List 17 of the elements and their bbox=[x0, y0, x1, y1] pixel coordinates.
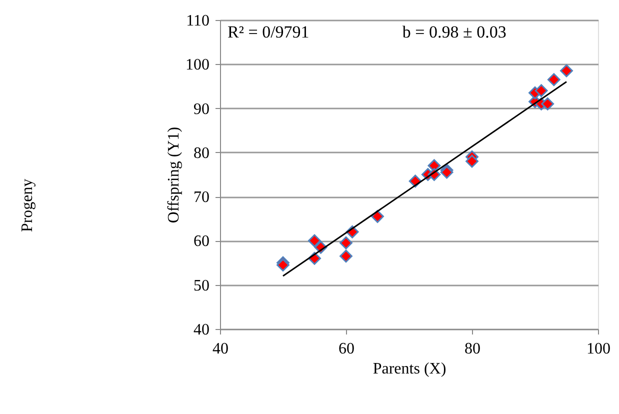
x-tick-label: 40 bbox=[212, 340, 228, 358]
y-tick-label: 100 bbox=[186, 56, 210, 74]
annotation: R² = 0/9791 bbox=[228, 22, 310, 42]
x-tick-label: 80 bbox=[464, 340, 480, 358]
y-tick-label: 60 bbox=[194, 233, 210, 250]
y-axis-title: Offspring (Y1) bbox=[166, 126, 182, 224]
x-tick-label: 100 bbox=[586, 340, 610, 358]
x-axis-title: Parents (X) bbox=[372, 360, 446, 378]
y-tick-label: 50 bbox=[194, 277, 210, 294]
annotation: b = 0.98 ± 0.03 bbox=[402, 22, 506, 42]
x-tick-label: 60 bbox=[338, 340, 354, 358]
y-tick-label: 90 bbox=[194, 100, 210, 118]
y-tick-label: 40 bbox=[194, 322, 210, 338]
text: Progeny bbox=[19, 178, 36, 232]
y-tick-label: 70 bbox=[194, 189, 210, 206]
y-tick-label: 110 bbox=[186, 12, 210, 30]
y-tick-label: 80 bbox=[194, 144, 210, 162]
